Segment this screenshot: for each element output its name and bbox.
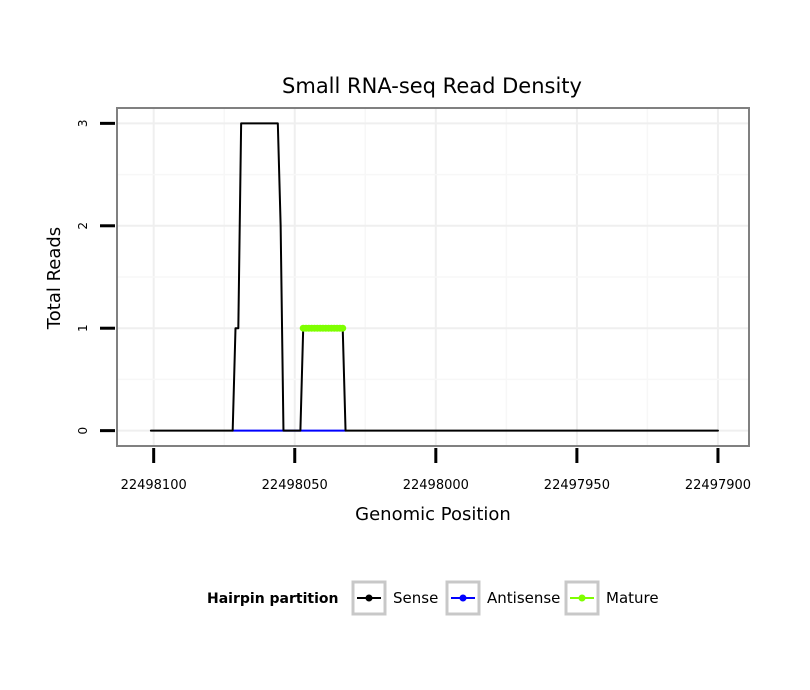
y-tick-label: 1 [76, 324, 90, 332]
y-axis: 0 1 2 3 [76, 120, 115, 435]
y-axis-label: Total Reads [44, 227, 65, 330]
x-tick-label: 22498100 [121, 478, 187, 493]
legend-key-dot-antisense [459, 594, 467, 602]
x-axis: 22498100 22498050 22498000 22497950 22497900 [121, 448, 751, 493]
x-tick-label: 22497950 [544, 478, 610, 493]
legend: Hairpin partition Sense Antisense Mature [207, 580, 659, 616]
y-tick-label: 3 [76, 120, 90, 128]
legend-key-dot-sense [365, 594, 373, 602]
legend-entry-mature: Mature [564, 580, 659, 616]
legend-entry-antisense: Antisense [445, 580, 560, 616]
x-tick-label: 22498050 [262, 478, 328, 493]
legend-label-mature: Mature [606, 589, 659, 607]
data-point-mature [339, 324, 347, 332]
legend-label-antisense: Antisense [487, 589, 560, 607]
y-tick-label: 2 [76, 222, 90, 230]
x-tick-label: 22498000 [403, 478, 469, 493]
grid [117, 108, 749, 446]
series-layer [149, 122, 719, 432]
legend-key-dot-mature [578, 594, 586, 602]
legend-label-sense: Sense [393, 589, 438, 607]
plot-border [116, 107, 750, 447]
legend-title: Hairpin partition [207, 591, 338, 607]
x-tick-label: 22497900 [685, 478, 751, 493]
x-axis-label: Genomic Position [355, 504, 511, 525]
chart-title: Small RNA-seq Read Density [282, 74, 582, 98]
y-tick-label: 0 [76, 427, 90, 435]
legend-entry-sense: Sense [351, 580, 438, 616]
